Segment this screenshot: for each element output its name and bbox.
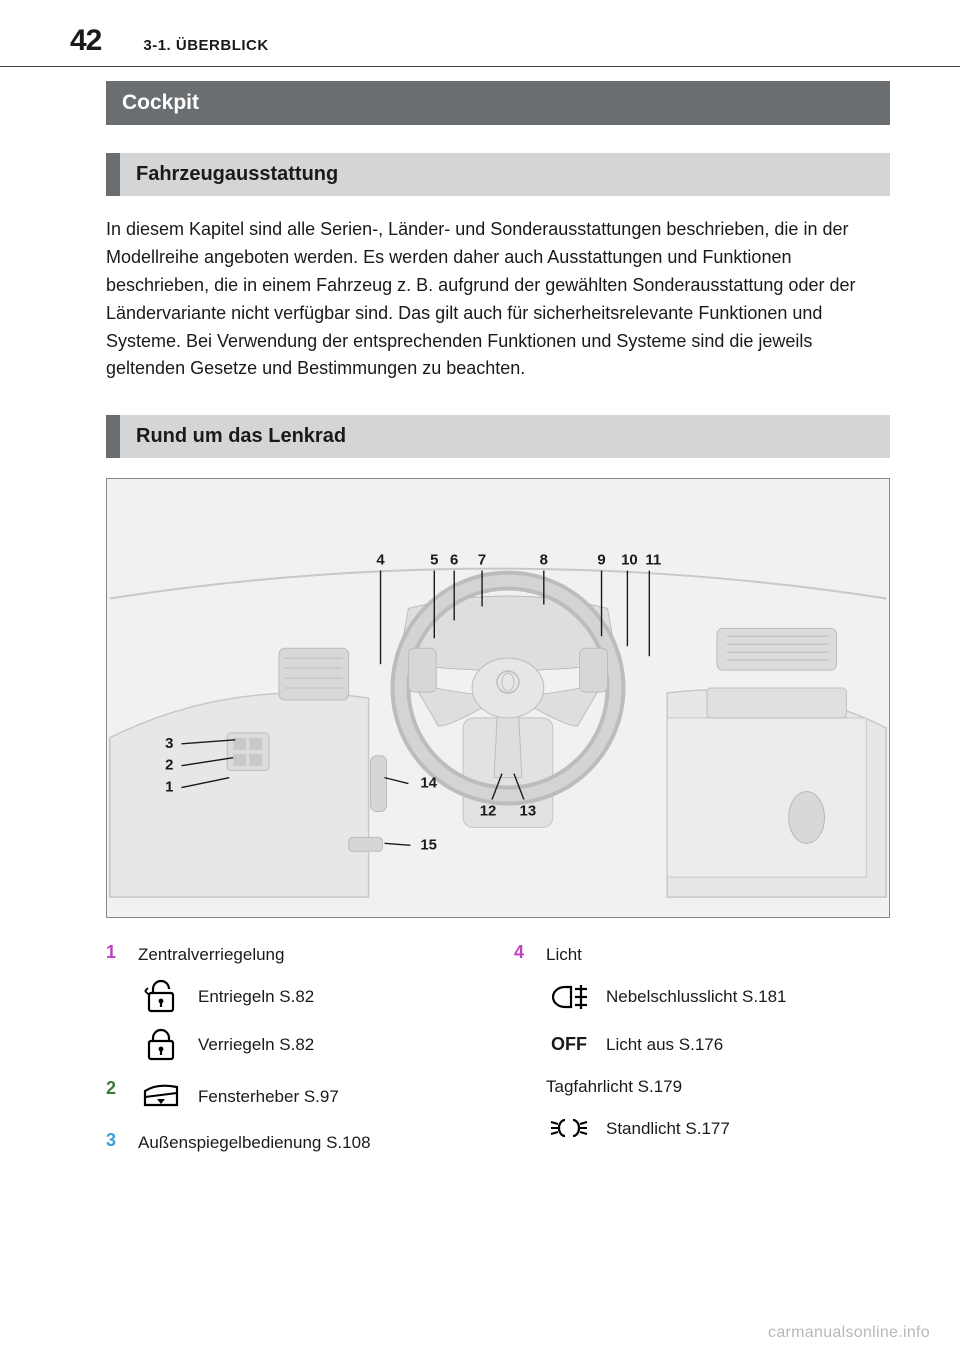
watermark: carmanualsonline.info — [768, 1324, 930, 1342]
legend-item-3: 3 Außenspiegelbedienung S.108 — [106, 1130, 482, 1156]
svg-text:2: 2 — [165, 757, 173, 774]
legend-num: 1 — [106, 942, 124, 963]
svg-text:8: 8 — [540, 552, 548, 569]
svg-text:13: 13 — [520, 803, 537, 820]
svg-text:9: 9 — [597, 552, 605, 569]
svg-text:10: 10 — [621, 552, 638, 569]
legend-sub-label: Nebelschlusslicht S.181 — [606, 984, 786, 1010]
svg-text:4: 4 — [376, 552, 385, 569]
unlock-icon — [138, 978, 184, 1016]
legend-num: 2 — [106, 1078, 124, 1099]
page-number: 42 — [70, 24, 101, 58]
legend-left-column: 1 Zentralverriegelung Entriegeln S.82 Ve… — [106, 942, 482, 1169]
svg-text:1: 1 — [165, 779, 173, 796]
legend-title: Zentralverriegelung — [138, 942, 482, 968]
chapter-label: 3-1. ÜBERBLICK — [143, 37, 268, 54]
legend-sub-label: Standlicht S.177 — [606, 1116, 730, 1142]
legend-item-1: 1 Zentralverriegelung Entriegeln S.82 Ve… — [106, 942, 482, 1064]
accent-bar — [106, 153, 120, 196]
body-paragraph: In diesem Kapitel sind alle Serien-, Län… — [106, 216, 890, 383]
legend-sub-label: Tagfahrlicht S.179 — [546, 1074, 890, 1100]
divider — [0, 66, 960, 67]
lock-icon — [138, 1026, 184, 1064]
legend-sub-label: Licht aus S.176 — [606, 1032, 723, 1058]
rear-fog-icon — [546, 978, 592, 1016]
svg-text:7: 7 — [478, 552, 486, 569]
legend-sub-label: Entriegeln S.82 — [198, 984, 314, 1010]
svg-text:3: 3 — [165, 735, 173, 752]
svg-text:11: 11 — [645, 552, 661, 569]
legend-title: Licht — [546, 942, 890, 968]
svg-text:14: 14 — [420, 775, 437, 792]
legend-item-2: 2 Fensterheber S.97 — [106, 1078, 482, 1116]
cockpit-diagram: 4 5 6 7 8 9 10 11 3 2 1 14 15 12 13 — [106, 478, 890, 918]
legend-sub-label: Verriegeln S.82 — [198, 1032, 314, 1058]
svg-text:15: 15 — [420, 837, 437, 854]
svg-text:5: 5 — [430, 552, 438, 569]
accent-bar — [106, 415, 120, 458]
legend-num: 3 — [106, 1130, 124, 1151]
section-title: Cockpit — [106, 81, 890, 125]
subsection-label: Fahrzeugausstattung — [120, 153, 890, 196]
legend-num: 4 — [514, 942, 532, 963]
subsection-heading: Fahrzeugausstattung — [106, 153, 890, 196]
svg-text:12: 12 — [480, 803, 497, 820]
legend-right-column: 4 Licht Nebelschlusslicht S.181 OFF Lich… — [514, 942, 890, 1169]
legend-item-4: 4 Licht Nebelschlusslicht S.181 OFF Lich… — [514, 942, 890, 1147]
off-icon: OFF — [546, 1026, 592, 1064]
legend-title: Außenspiegelbedienung S.108 — [138, 1130, 482, 1156]
parking-light-icon — [546, 1109, 592, 1147]
window-icon — [138, 1078, 184, 1116]
subsection-heading: Rund um das Lenkrad — [106, 415, 890, 458]
legend-title: Fensterheber S.97 — [198, 1084, 339, 1110]
svg-text:6: 6 — [450, 552, 458, 569]
subsection-label: Rund um das Lenkrad — [120, 415, 890, 458]
